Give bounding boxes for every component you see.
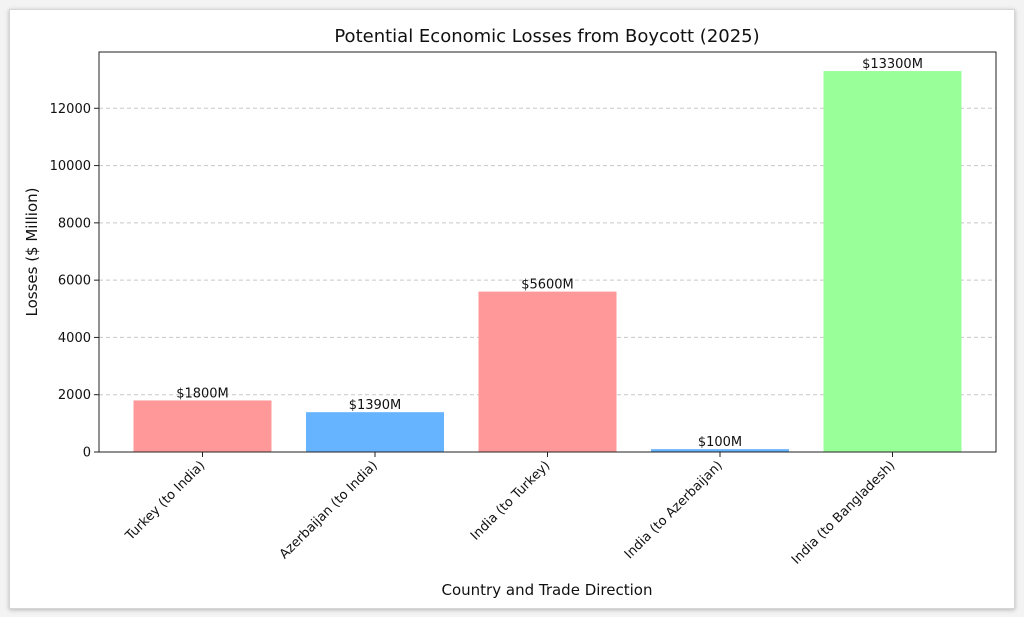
x-ticks: Turkey (to India) Azerbaijan (to India) In… bbox=[122, 452, 898, 568]
plot-area-border bbox=[98, 51, 997, 453]
y-tick-label: 0 bbox=[83, 446, 91, 461]
bars bbox=[133, 71, 962, 453]
bar-value-label: $13300M bbox=[862, 57, 923, 72]
x-tick-label: India (to Turkey) bbox=[468, 458, 553, 543]
bar bbox=[133, 400, 272, 452]
x-tick-label: India (to Bangladesh) bbox=[789, 458, 898, 567]
bar-value-label: $5600M bbox=[521, 278, 574, 293]
x-tick-label: Azerbaijan (to India) bbox=[277, 458, 381, 562]
bar-value-label: $1390M bbox=[349, 398, 402, 413]
bar bbox=[651, 449, 789, 452]
x-tick-label: Turkey (to India) bbox=[122, 458, 208, 544]
chart-title: Potential Economic Losses from Boycott (… bbox=[334, 26, 759, 47]
y-tick-label: 2000 bbox=[58, 388, 91, 403]
y-tick-label: 12000 bbox=[50, 102, 91, 117]
y-tick-label: 6000 bbox=[58, 274, 91, 289]
x-axis-label: Country and Trade Direction bbox=[442, 581, 653, 599]
bar bbox=[478, 291, 617, 452]
y-tick-label: 4000 bbox=[58, 331, 91, 346]
x-tick-label: India (to Azerbaijan) bbox=[622, 458, 726, 562]
y-tick-label: 8000 bbox=[58, 216, 91, 231]
y-axis-label: Losses ($ Million) bbox=[23, 187, 41, 316]
bar bbox=[823, 71, 962, 453]
bar-value-label: $100M bbox=[698, 435, 742, 450]
bar-value-labels: $1800M $1390M $5600M $100M $13300M bbox=[176, 57, 923, 450]
bar bbox=[306, 412, 444, 452]
y-ticks: 0 2000 4000 6000 8000 10000 12000 bbox=[50, 102, 99, 461]
y-tick-label: 10000 bbox=[50, 159, 91, 174]
bar-value-label: $1800M bbox=[176, 386, 229, 401]
